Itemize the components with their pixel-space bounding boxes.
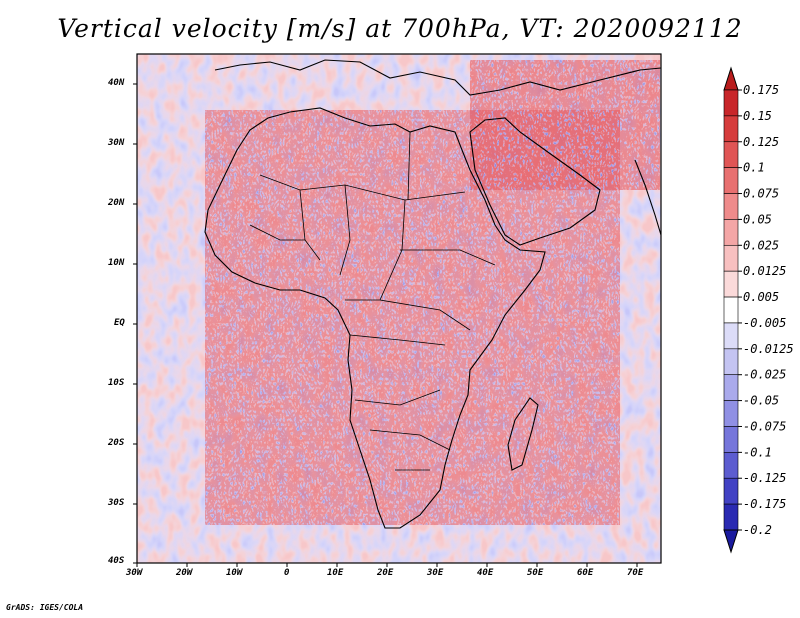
lon-label: 20W (176, 568, 193, 578)
madagascar-coastline (507, 397, 539, 471)
colorbar-label: 0.005 (743, 290, 779, 304)
colorbar-label: -0.0125 (743, 342, 794, 356)
colorbar-label: -0.125 (743, 471, 786, 485)
colorbar-segment (723, 141, 739, 168)
europe-coastline (214, 59, 661, 96)
colorbar-label: -0.005 (743, 316, 786, 330)
coastlines (204, 59, 661, 529)
map-frame (136, 53, 662, 564)
colorbar-label: 0.125 (743, 135, 779, 149)
colorbar-label: 0.0125 (743, 264, 786, 278)
chart-title: Vertical velocity [m/s] at 700hPa, VT: 2… (57, 14, 743, 43)
vertical-velocity-field (137, 54, 661, 563)
arabia-coastline (469, 117, 601, 246)
colorbar-segment (723, 374, 739, 401)
colorbar-segment (723, 400, 739, 427)
colorbar: 0.175 0.15 0.125 0.1 0.075 0.05 0.025 0.0125 0.0… (723, 66, 794, 554)
colorbar-label: 0.15 (743, 109, 772, 123)
lat-label: 30S (108, 498, 125, 508)
colorbar-segment (723, 296, 739, 324)
lon-label: 20E (377, 568, 394, 578)
colorbar-segment (723, 193, 739, 220)
lon-label: 50E (527, 568, 544, 578)
colorbar-arrow-bottom (723, 529, 739, 554)
lon-label: 10W (226, 568, 243, 578)
colorbar-segment (723, 270, 739, 298)
lon-label: 30W (126, 568, 143, 578)
lat-label: 40S (108, 556, 125, 566)
lat-label: 10S (108, 378, 125, 388)
colorbar-label: 0.025 (743, 238, 779, 252)
lon-label: 30E (427, 568, 444, 578)
colorbar-segment (723, 322, 739, 350)
colorbar-segment (723, 477, 739, 505)
colorbar-label: -0.1 (743, 445, 772, 459)
colorbar-segment (723, 89, 739, 117)
colorbar-segment (723, 219, 739, 246)
lat-label: 10N (108, 258, 125, 268)
colorbar-label: 0.075 (743, 187, 779, 201)
colorbar-label: -0.075 (743, 419, 786, 433)
colorbar-segment (723, 503, 739, 531)
colorbar-segment (723, 167, 739, 194)
colorbar-segment (723, 115, 739, 143)
colorbar-label: 0.05 (743, 212, 772, 226)
lon-label: 60E (577, 568, 594, 578)
lon-label: 10E (327, 568, 344, 578)
colorbar-segment (723, 244, 739, 272)
colorbar-label: -0.05 (743, 394, 779, 408)
lon-label: 0 (284, 568, 290, 578)
colorbar-segment (723, 426, 739, 453)
country-borders (249, 131, 496, 471)
colorbar-arrow-top (723, 66, 739, 91)
colorbar-segment (723, 348, 739, 376)
colorbar-segment (723, 452, 739, 479)
lat-label: 30N (108, 138, 125, 148)
colorbar-label: -0.025 (743, 368, 786, 382)
lat-label: EQ (114, 318, 125, 328)
axis-ticks (133, 83, 638, 567)
colorbar-label: 0.1 (743, 161, 765, 175)
footer-credit: GrADS: IGES/COLA (6, 603, 84, 612)
lat-label: 20N (108, 198, 125, 208)
lat-label: 20S (108, 438, 125, 448)
lat-label: 40N (108, 78, 125, 88)
lon-label: 70E (627, 568, 644, 578)
colorbar-label: -0.175 (743, 497, 786, 511)
colorbar-label: -0.2 (743, 523, 772, 537)
lon-label: 40E (477, 568, 494, 578)
colorbar-label: 0.175 (743, 83, 779, 97)
india-coastline (634, 159, 661, 236)
